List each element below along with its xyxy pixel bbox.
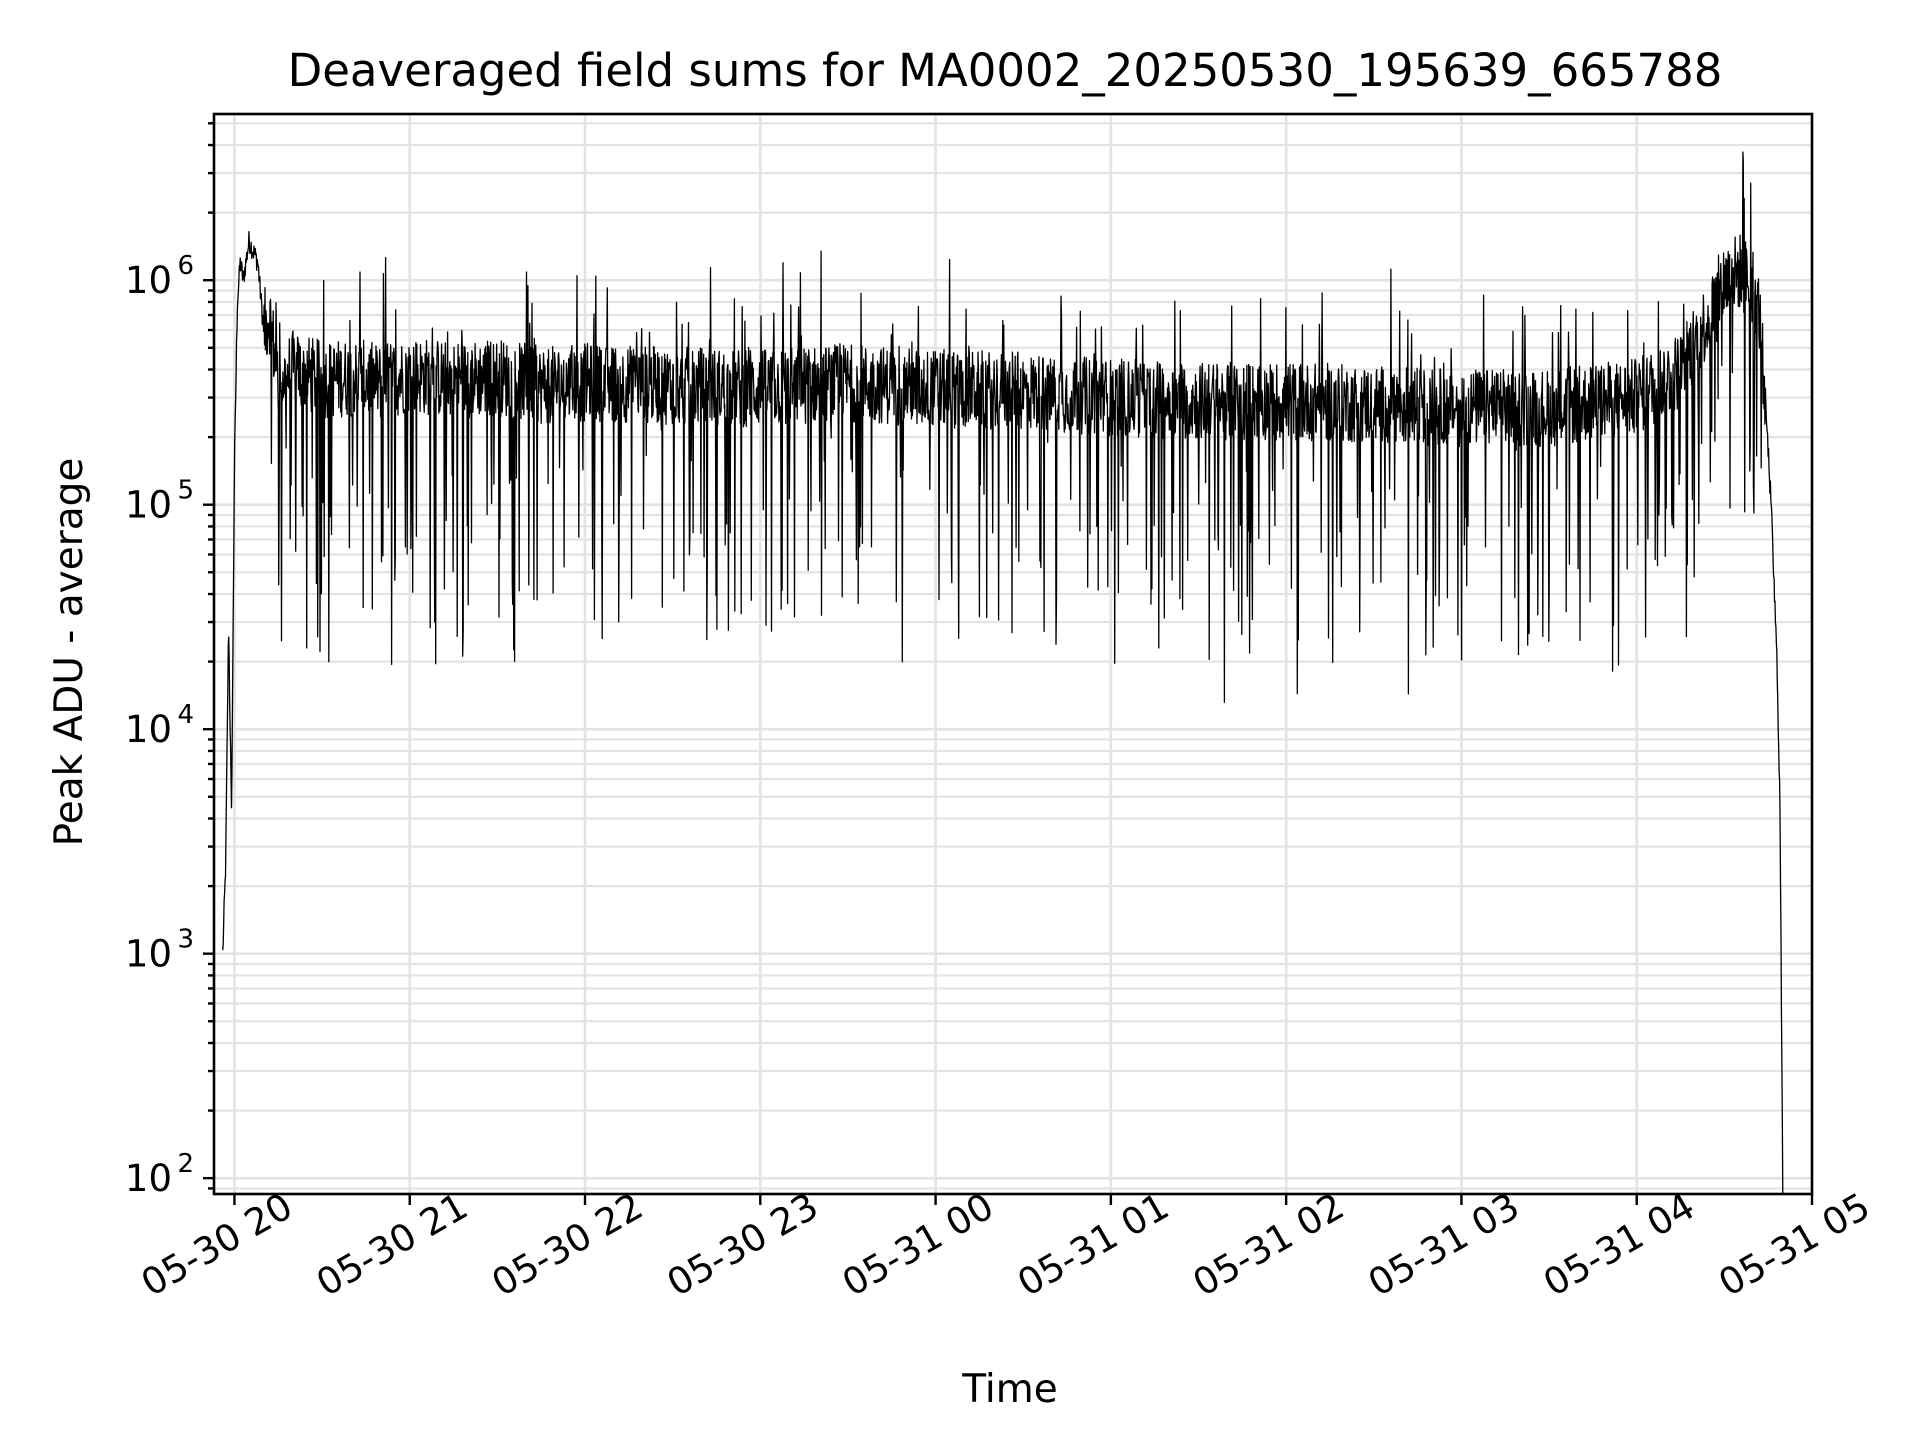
- y-axis-label: Peak ADU - average: [47, 458, 92, 847]
- x-tick-label: 05-31 02: [1186, 1185, 1352, 1305]
- data-series-line: [222, 151, 1784, 1195]
- y-tick-exponent: 3: [177, 925, 194, 955]
- x-tick-label: 05-31 01: [1010, 1185, 1176, 1305]
- y-tick-base: 10: [125, 933, 172, 976]
- x-tick-label: 05-30 23: [660, 1185, 826, 1305]
- y-tick-base: 10: [125, 484, 172, 527]
- x-tick-label: 05-30 20: [134, 1185, 300, 1305]
- x-tick-label: 05-31 05: [1712, 1185, 1878, 1305]
- y-tick-exponent: 6: [177, 251, 194, 281]
- y-tick-label: 10: [125, 933, 172, 976]
- y-tick-label: 10: [125, 259, 172, 302]
- chart-title: Deaveraged field sums for MA0002_2025053…: [288, 44, 1723, 97]
- y-tick-base: 10: [125, 708, 172, 751]
- axis-ticks: 05-30 20 05-30 21 05-30 22 05-30 23 05-31 00…: [125, 122, 1878, 1305]
- y-tick-base: 10: [125, 259, 172, 302]
- y-tick-exponent: 5: [177, 476, 194, 506]
- x-tick-label: 05-31 03: [1361, 1185, 1527, 1305]
- y-tick-label: 10: [125, 1157, 172, 1200]
- y-tick-label: 10: [125, 484, 172, 527]
- grid: [214, 114, 1814, 1194]
- y-tick-base: 10: [125, 1157, 172, 1200]
- y-tick-label: 10: [125, 708, 172, 751]
- plot-frame: [212, 112, 1814, 1196]
- x-tick-label: 05-30 22: [485, 1185, 651, 1305]
- x-tick-label: 05-31 00: [835, 1185, 1001, 1305]
- y-tick-exponent: 2: [177, 1149, 194, 1179]
- x-axis-label: Time: [961, 1367, 1057, 1412]
- y-tick-exponent: 4: [177, 700, 194, 730]
- x-tick-label: 05-31 04: [1536, 1185, 1702, 1305]
- x-tick-label: 05-30 21: [309, 1185, 475, 1305]
